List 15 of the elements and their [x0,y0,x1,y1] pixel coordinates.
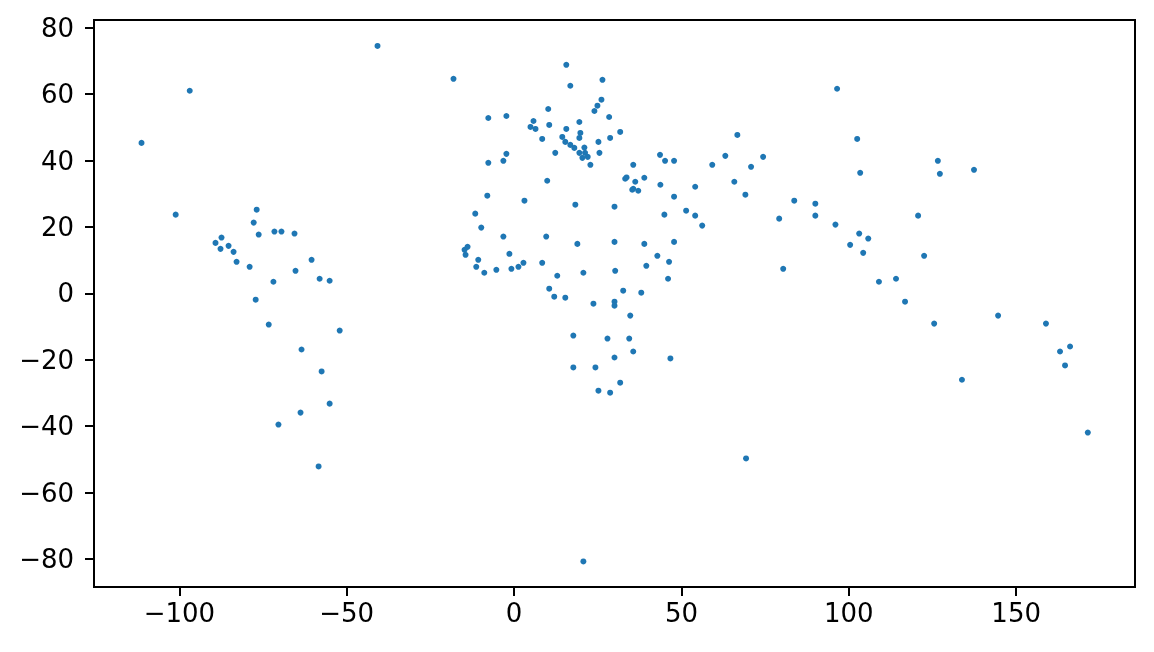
y-tick-label: 20 [40,211,74,242]
x-tick-label: 0 [505,598,523,628]
x-tick-label: 50 [664,598,698,628]
y-tick-label: −40 [19,411,74,442]
y-tick-label: −20 [19,344,74,375]
y-tick-label: 40 [40,145,74,176]
x-tick-label: 150 [991,598,1041,628]
x-tick-label: 100 [823,598,874,628]
y-tick-label: −60 [19,477,74,508]
x-tick-label: −50 [319,598,375,628]
x-tick-label: −100 [143,598,216,628]
y-tick-label: 80 [40,12,74,43]
y-tick-label: 0 [57,278,74,309]
y-tick-label: 60 [40,79,74,110]
y-tick-label: −80 [19,544,74,575]
